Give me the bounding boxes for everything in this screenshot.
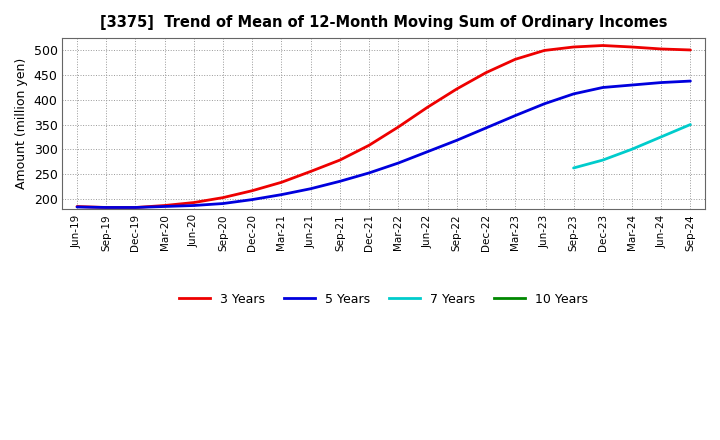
5 Years xyxy=(540,101,549,106)
5 Years xyxy=(628,82,636,88)
3 Years xyxy=(161,203,169,208)
5 Years xyxy=(510,113,519,118)
5 Years xyxy=(482,125,490,131)
3 Years xyxy=(686,48,695,53)
3 Years xyxy=(598,43,607,48)
5 Years xyxy=(131,205,140,210)
3 Years xyxy=(628,44,636,50)
5 Years xyxy=(102,205,111,210)
3 Years xyxy=(336,158,344,163)
5 Years xyxy=(189,203,198,208)
3 Years xyxy=(452,86,461,92)
5 Years xyxy=(73,204,81,209)
7 Years xyxy=(686,122,695,127)
5 Years xyxy=(598,85,607,90)
3 Years xyxy=(219,195,228,200)
5 Years xyxy=(365,170,374,176)
3 Years xyxy=(657,46,665,51)
5 Years xyxy=(452,138,461,143)
Line: 5 Years: 5 Years xyxy=(77,81,690,208)
7 Years xyxy=(657,134,665,139)
Line: 3 Years: 3 Years xyxy=(77,45,690,208)
5 Years xyxy=(394,161,402,166)
3 Years xyxy=(73,204,81,209)
5 Years xyxy=(248,197,256,202)
5 Years xyxy=(423,149,432,154)
3 Years xyxy=(131,205,140,210)
3 Years xyxy=(248,188,256,193)
3 Years xyxy=(570,44,578,50)
3 Years xyxy=(482,70,490,75)
5 Years xyxy=(336,179,344,184)
5 Years xyxy=(277,192,286,197)
3 Years xyxy=(277,180,286,185)
5 Years xyxy=(686,78,695,84)
3 Years xyxy=(102,205,111,210)
3 Years xyxy=(510,57,519,62)
3 Years xyxy=(394,125,402,130)
Title: [3375]  Trend of Mean of 12-Month Moving Sum of Ordinary Incomes: [3375] Trend of Mean of 12-Month Moving … xyxy=(100,15,667,30)
3 Years xyxy=(307,169,315,174)
3 Years xyxy=(365,143,374,148)
Y-axis label: Amount (million yen): Amount (million yen) xyxy=(15,58,28,189)
3 Years xyxy=(540,48,549,53)
7 Years xyxy=(598,158,607,163)
Legend: 3 Years, 5 Years, 7 Years, 10 Years: 3 Years, 5 Years, 7 Years, 10 Years xyxy=(174,288,593,311)
3 Years xyxy=(189,200,198,205)
7 Years xyxy=(628,147,636,152)
Line: 7 Years: 7 Years xyxy=(574,125,690,168)
7 Years xyxy=(570,165,578,171)
5 Years xyxy=(219,201,228,206)
5 Years xyxy=(307,186,315,191)
3 Years xyxy=(423,105,432,110)
5 Years xyxy=(570,91,578,96)
5 Years xyxy=(657,80,665,85)
5 Years xyxy=(161,204,169,209)
